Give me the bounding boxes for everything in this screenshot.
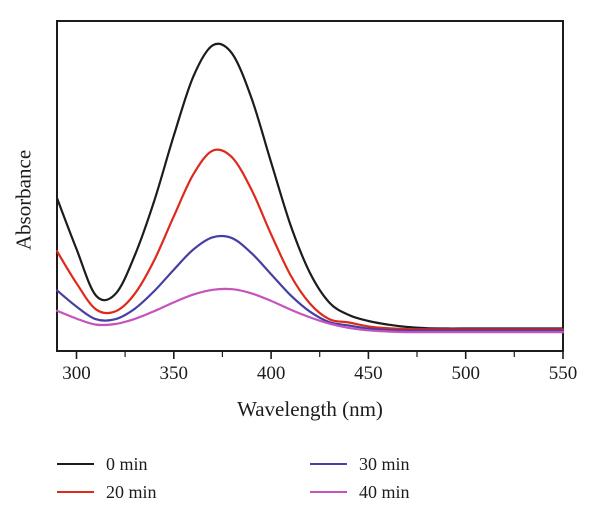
x-axis-title: Wavelength (nm) <box>237 397 383 421</box>
curve-0-min <box>55 42 565 330</box>
legend-label-40-min: 40 min <box>359 482 410 502</box>
legend-label-30-min: 30 min <box>359 454 410 474</box>
curve-40-min <box>55 287 565 334</box>
x-tick-label: 550 <box>549 363 578 384</box>
legend-item-0-min: 0 min <box>57 454 148 474</box>
legend-line-swatch-30-min <box>310 463 347 465</box>
x-tick-label: 350 <box>160 363 189 384</box>
legend-line-swatch-0-min <box>57 463 94 465</box>
curve-30-min <box>55 234 565 332</box>
plot-frame <box>56 20 564 352</box>
x-tick-label: 300 <box>62 363 91 384</box>
legend-line-swatch-40-min <box>310 491 347 493</box>
x-tick-label: 400 <box>257 363 286 384</box>
legend-item-20-min: 20 min <box>57 482 157 502</box>
y-axis-title: Absorbance <box>11 149 36 251</box>
legend-line-swatch-20-min <box>57 491 94 493</box>
x-tick-label: 500 <box>451 363 480 384</box>
x-tick-label: 450 <box>354 363 383 384</box>
curve-20-min <box>55 148 565 331</box>
legend-item-40-min: 40 min <box>310 482 410 502</box>
legend-label-20-min: 20 min <box>106 482 157 502</box>
legend-item-30-min: 30 min <box>310 454 410 474</box>
legend-label-0-min: 0 min <box>106 454 148 474</box>
